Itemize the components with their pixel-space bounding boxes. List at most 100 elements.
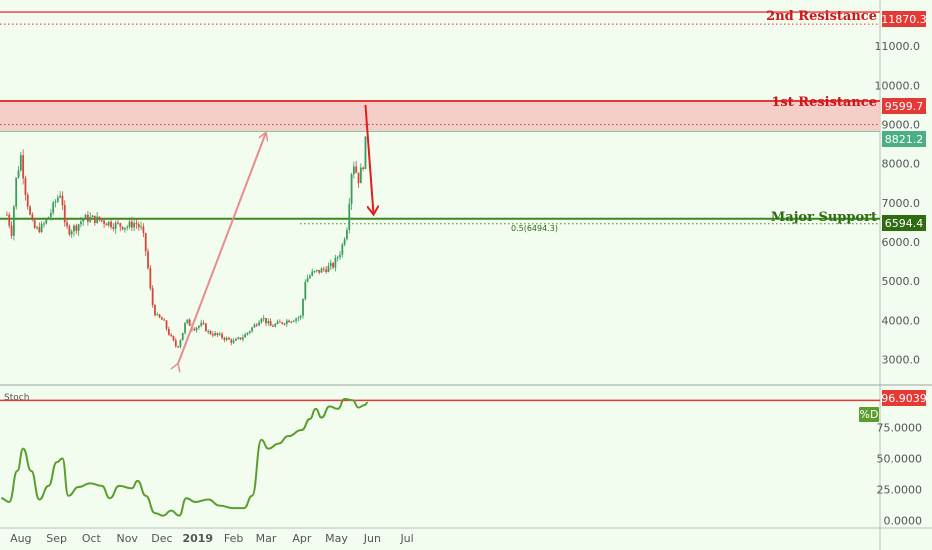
candle-body <box>8 214 11 226</box>
candle-body <box>121 226 124 230</box>
candle-body <box>218 333 221 335</box>
candle-body <box>119 223 122 227</box>
candle-body <box>161 317 163 320</box>
candle-body <box>304 281 307 300</box>
candle-body <box>33 220 36 228</box>
price-tick-label: 10000.0 <box>875 79 921 92</box>
candle-body <box>265 317 267 324</box>
candle-body <box>346 229 348 240</box>
candle-body <box>149 268 152 289</box>
candle-body <box>63 205 66 223</box>
price-tick-label: 11000.0 <box>875 40 921 53</box>
candle-body <box>17 170 20 178</box>
candle-body <box>6 214 8 216</box>
svg-text:%D: %D <box>860 408 879 421</box>
time-tick-label: 2019 <box>182 532 213 545</box>
svg-text:8821.2: 8821.2 <box>885 133 924 146</box>
candle-body <box>47 217 50 220</box>
second-resistance-label: 2nd Resistance <box>766 9 877 24</box>
candle-body <box>49 212 52 218</box>
candle-body <box>56 197 59 202</box>
candle-body <box>258 322 260 326</box>
candle-body <box>124 227 126 230</box>
svg-text:6594.4: 6594.4 <box>885 217 924 230</box>
time-tick-label: Sep <box>46 532 67 545</box>
candle-body <box>80 221 82 225</box>
candle-body <box>29 206 31 215</box>
candle-body <box>214 333 217 336</box>
candle-body <box>209 331 212 335</box>
candle-body <box>112 227 115 229</box>
candle-body <box>269 321 272 326</box>
major-support-label: Major Support <box>771 210 877 225</box>
candle-body <box>299 315 302 318</box>
candle-body <box>285 320 288 324</box>
candle-body <box>22 155 25 179</box>
major-support-tag: 6594.4 <box>882 215 926 231</box>
price-tick-label: 9000.0 <box>882 119 921 132</box>
candle-body <box>306 278 309 282</box>
candle-body <box>186 319 189 324</box>
price-axis: 3000.0 4000.0 5000.0 6000.0 7000.0 8000.0 9000… <box>875 40 921 366</box>
price-tick-label: 5000.0 <box>882 275 921 288</box>
candle-body <box>40 223 43 233</box>
svg-text:11870.3: 11870.3 <box>881 13 927 26</box>
stoch-tick-label: 50.0000 <box>877 453 923 466</box>
candle-body <box>348 203 351 230</box>
candle-body <box>103 220 105 224</box>
first-resistance-tag: 9599.7 <box>882 98 926 114</box>
stoch-level-tag: 96.9039 <box>881 390 927 406</box>
candle-body <box>225 337 228 340</box>
time-tick-label: May <box>325 532 348 545</box>
candle-body <box>228 337 230 340</box>
candle-body <box>278 321 281 323</box>
candle-body <box>241 337 244 340</box>
candle-body <box>193 328 196 331</box>
candle-body <box>133 223 136 228</box>
stoch-d-line <box>1 397 368 517</box>
stoch-tick-label: 75.0000 <box>877 422 923 435</box>
candle-body <box>221 333 223 338</box>
candle-body <box>61 195 64 206</box>
candle-body <box>177 346 180 348</box>
candle-body <box>15 177 18 207</box>
candle-body <box>45 219 48 224</box>
candle-body <box>272 325 274 327</box>
candle-body <box>181 333 184 341</box>
candle-body <box>274 324 277 327</box>
second-resistance-tag: 11870.3 <box>881 11 927 27</box>
candle-body <box>86 214 89 222</box>
first-resistance-label: 1st Resistance <box>771 95 877 110</box>
candle-body <box>167 328 170 335</box>
candle-body <box>237 337 240 339</box>
candle-body <box>211 334 214 336</box>
arrows <box>178 104 373 364</box>
stoch-title: Stoch <box>4 393 29 403</box>
candle-body <box>357 172 360 184</box>
candle-body <box>297 317 300 319</box>
candle-body <box>84 214 87 219</box>
candle-body <box>89 217 92 222</box>
candle-body <box>350 174 353 204</box>
candle-body <box>98 216 101 221</box>
candle-body <box>281 322 284 324</box>
candle-body <box>267 321 270 324</box>
price-tick-label: 3000.0 <box>882 354 921 367</box>
candle-body <box>73 225 75 232</box>
candle-body <box>202 322 205 324</box>
candle-body <box>170 334 173 337</box>
candle-body <box>19 155 22 171</box>
candle-body <box>290 321 293 323</box>
candle-body <box>315 269 318 271</box>
candle-body <box>77 224 80 231</box>
candle-body <box>128 221 131 227</box>
svg-text:9599.7: 9599.7 <box>885 100 924 113</box>
candle-body <box>172 336 175 341</box>
time-axis: Aug Sep Oct Nov Dec 2019 Feb Mar Apr May Jun Jul <box>10 532 414 545</box>
candle-body <box>364 136 367 169</box>
candle-body <box>38 227 41 233</box>
svg-text:96.9039: 96.9039 <box>881 392 927 405</box>
resistance-zone <box>0 101 880 132</box>
candle-body <box>283 323 286 325</box>
